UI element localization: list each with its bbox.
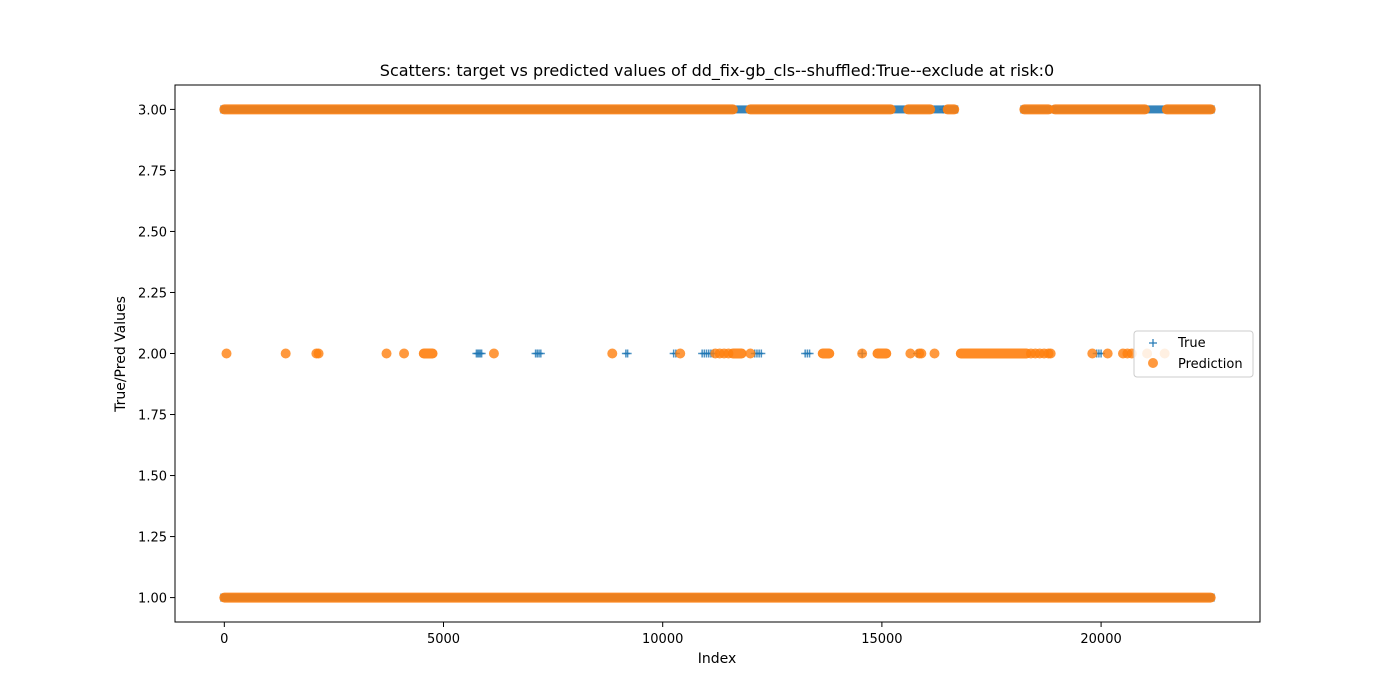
y-tick-label: 2.75: [138, 164, 167, 179]
legend-prediction-label: Prediction: [1178, 357, 1243, 372]
prediction-point: [675, 348, 686, 359]
y-axis: 1.00 1.25 1.50 1.75 2.00 2.25 2.50 2.75 3.00: [138, 103, 175, 607]
y-tick-label: 2.50: [138, 225, 167, 240]
prediction-marker-run: [1019, 104, 1054, 115]
prediction-point: [745, 348, 756, 359]
true-point: [536, 349, 545, 358]
x-tick-label: 10000: [642, 632, 683, 647]
series-prediction: [219, 104, 1216, 603]
prediction-marker-run: [872, 348, 892, 359]
prediction-point: [607, 348, 618, 359]
prediction-point: [1102, 348, 1113, 359]
prediction-point: [1045, 348, 1056, 359]
prediction-point: [488, 348, 499, 359]
prediction-point: [929, 348, 940, 359]
y-tick-label: 1.50: [138, 470, 167, 485]
legend-prediction-marker: [1148, 358, 1158, 368]
plot-area: [219, 104, 1216, 603]
prediction-point: [313, 348, 324, 359]
legend-frame: [1133, 330, 1254, 378]
prediction-point: [399, 348, 410, 359]
y-tick-label: 1.75: [138, 409, 167, 424]
legend: True Prediction: [1133, 330, 1254, 378]
legend-true-marker: [1149, 339, 1157, 347]
prediction-marker-run: [219, 104, 738, 115]
x-axis: 0 5000 10000 15000 20000: [220, 622, 1122, 647]
legend-true-label: True: [1177, 336, 1206, 351]
prediction-point: [857, 348, 868, 359]
prediction-point: [723, 348, 734, 359]
prediction-marker-run: [955, 348, 1032, 359]
prediction-marker-run: [903, 104, 936, 115]
chart-title: Scatters: target vs predicted values of …: [380, 61, 1054, 81]
true-point: [757, 349, 766, 358]
prediction-marker-run: [1050, 104, 1150, 115]
y-axis-title: True/Pred Values: [113, 296, 129, 413]
legend-true-plus: [1149, 339, 1157, 347]
prediction-point: [381, 348, 392, 359]
prediction-point: [916, 348, 927, 359]
prediction-marker-run: [817, 348, 835, 359]
x-tick-label: 5000: [427, 632, 460, 647]
prediction-marker-run: [219, 592, 1216, 603]
x-axis-title: Index: [698, 651, 737, 667]
prediction-marker-run: [942, 104, 960, 115]
y-tick-label: 2.25: [138, 286, 167, 301]
x-tick-label: 0: [220, 632, 228, 647]
prediction-point: [280, 348, 291, 359]
prediction-point: [221, 348, 232, 359]
true-point: [623, 349, 632, 358]
prediction-point: [1087, 348, 1098, 359]
true-point: [805, 349, 814, 358]
prediction-marker-run: [745, 104, 896, 115]
y-tick-label: 1.25: [138, 531, 167, 546]
x-tick-label: 20000: [1080, 632, 1121, 647]
prediction-marker-run: [418, 348, 438, 359]
y-tick-label: 3.00: [138, 103, 167, 118]
x-tick-label: 15000: [861, 632, 902, 647]
y-tick-label: 1.00: [138, 592, 167, 607]
true-point: [477, 349, 486, 358]
prediction-marker-run: [1161, 104, 1216, 115]
prediction-point: [905, 348, 916, 359]
y-tick-label: 2.00: [138, 348, 167, 363]
